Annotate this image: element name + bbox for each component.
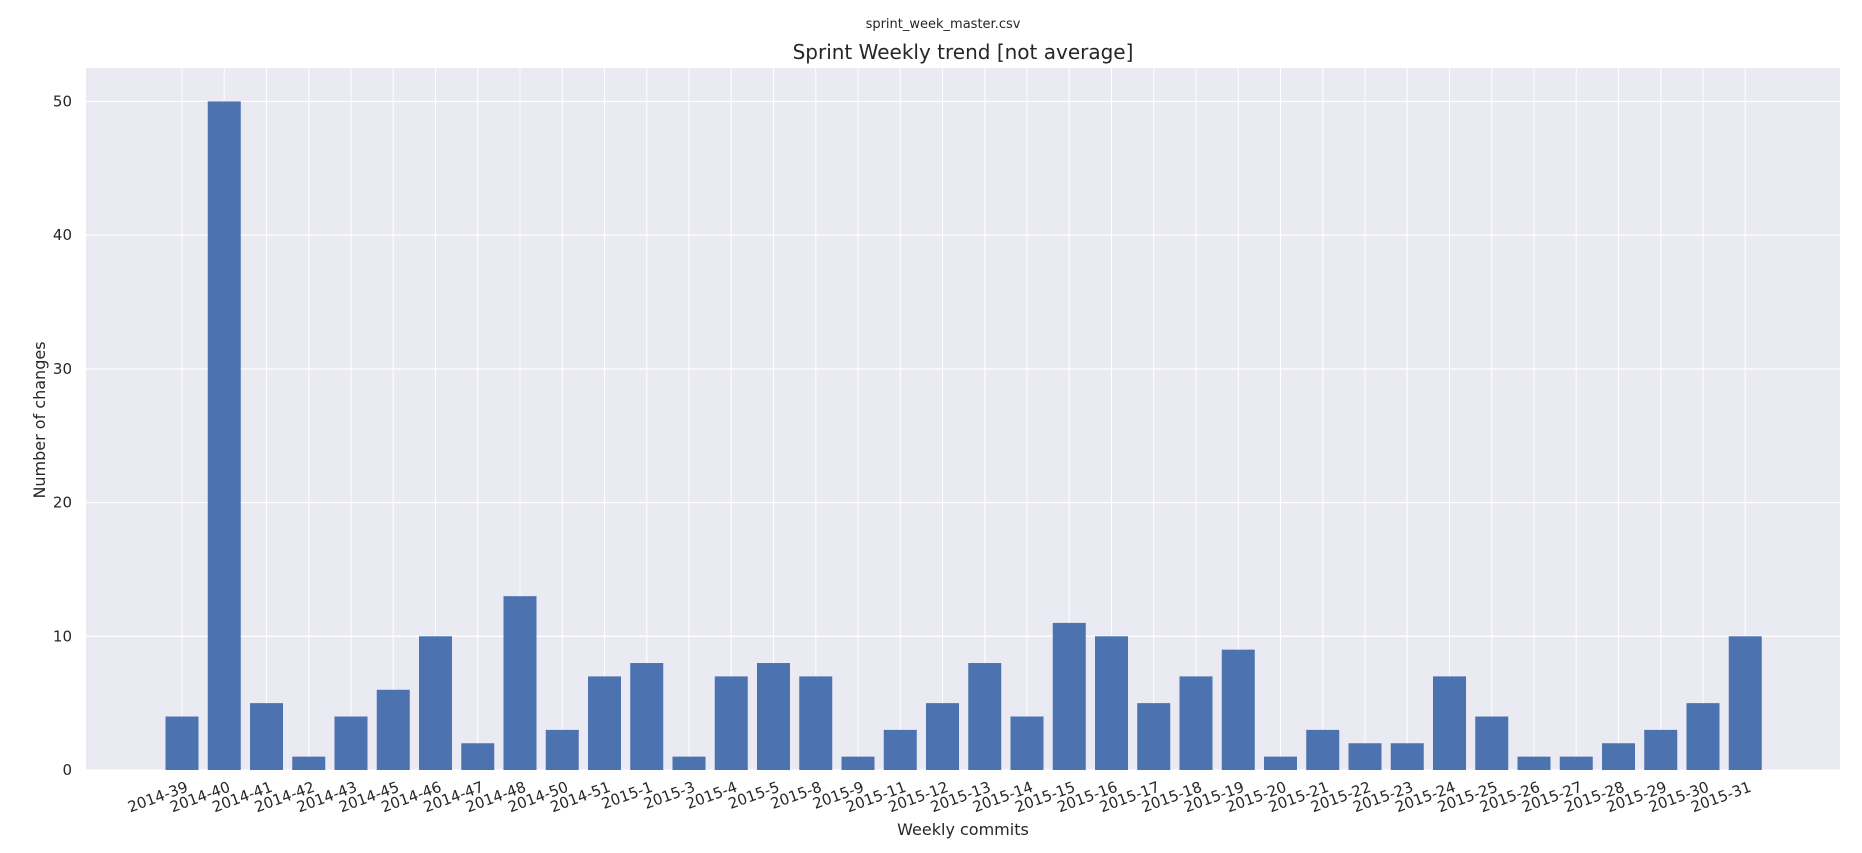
x-axis-label: Weekly commits <box>897 820 1029 839</box>
bar-2014-47 <box>461 743 495 770</box>
figure-suptitle: sprint_week_master.csv <box>866 17 1021 32</box>
bar-2014-42 <box>292 756 326 770</box>
y-tick-label: 30 <box>53 360 72 378</box>
bar-2015-8 <box>799 676 833 770</box>
bar-2015-24 <box>1433 676 1466 770</box>
bar-2015-31 <box>1728 636 1762 770</box>
plot-area <box>86 68 1840 770</box>
bar-2015-15 <box>1052 622 1086 770</box>
bar-2015-22 <box>1348 743 1382 770</box>
bar-2015-18 <box>1179 676 1213 770</box>
y-tick-label: 40 <box>53 226 72 244</box>
bar-2015-14 <box>1010 716 1044 770</box>
bar-2014-41 <box>250 703 283 770</box>
bar-2015-25 <box>1475 716 1509 770</box>
bar-2014-43 <box>334 716 368 770</box>
bar-2015-29 <box>1644 729 1678 770</box>
bars <box>165 101 1762 770</box>
bar-2015-1 <box>630 663 664 770</box>
bar-2015-23 <box>1390 743 1424 770</box>
bar-2015-26 <box>1517 756 1551 770</box>
bar-2015-12 <box>926 703 959 770</box>
y-axis-label: Number of changes <box>30 341 49 498</box>
bar-2015-17 <box>1137 703 1171 770</box>
bar-2015-4 <box>714 676 748 770</box>
bar-2015-21 <box>1306 729 1340 770</box>
bar-2015-27 <box>1559 756 1593 770</box>
y-tick-label: 50 <box>53 92 72 110</box>
bar-2014-45 <box>376 689 410 770</box>
bar-2015-30 <box>1686 703 1720 770</box>
bar-2014-39 <box>165 716 199 770</box>
y-tick-label: 10 <box>53 627 72 645</box>
bar-2014-51 <box>588 676 621 770</box>
bar-2014-48 <box>503 596 537 770</box>
y-tick-label: 0 <box>62 761 72 779</box>
bar-2014-40 <box>207 101 241 770</box>
bar-2015-11 <box>883 729 917 770</box>
y-ticks: 0 10 20 30 40 50 <box>53 92 72 779</box>
y-tick-label: 20 <box>53 494 72 512</box>
x-ticks: 2014-392014-402014-412014-422014-432014-… <box>125 778 1753 816</box>
bar-2015-16 <box>1095 636 1128 770</box>
bar-2015-28 <box>1602 743 1635 770</box>
bar-2015-20 <box>1264 756 1297 770</box>
bar-2015-3 <box>672 756 706 770</box>
bar-2014-50 <box>545 729 579 770</box>
bar-2014-46 <box>419 636 452 770</box>
bar-2015-5 <box>757 663 790 770</box>
bar-2015-9 <box>841 756 875 770</box>
bar-2015-19 <box>1221 649 1255 770</box>
bar-2015-13 <box>968 663 1002 770</box>
chart-title: Sprint Weekly trend [not average] <box>793 40 1134 64</box>
